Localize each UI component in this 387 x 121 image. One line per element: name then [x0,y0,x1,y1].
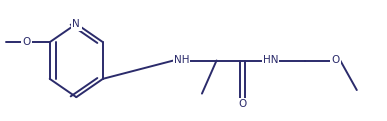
Text: O: O [238,99,247,109]
Text: HN: HN [263,56,278,65]
Text: O: O [22,37,31,47]
Text: N: N [72,19,80,29]
Text: O: O [332,56,340,65]
Text: NH: NH [174,56,190,65]
